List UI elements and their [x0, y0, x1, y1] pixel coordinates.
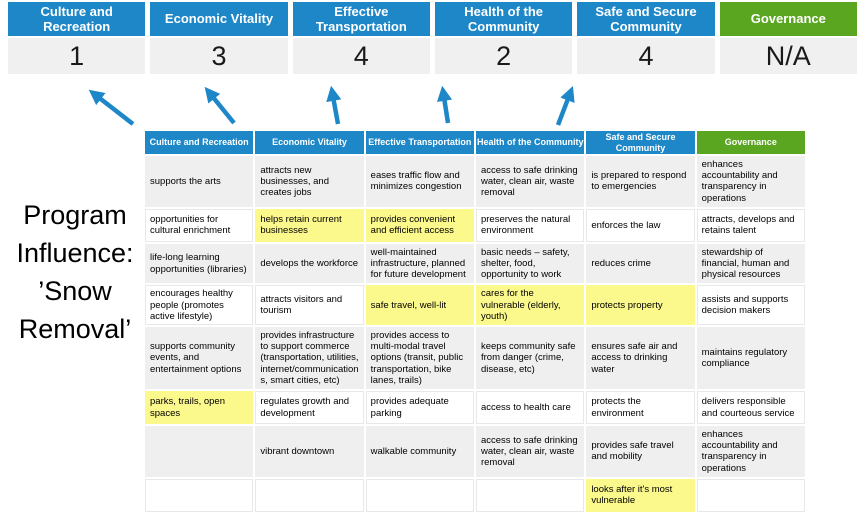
- matrix-cell: attracts, develops and retains talent: [696, 208, 805, 242]
- matrix-header-row: Culture and Recreation Economic Vitality E…: [145, 131, 805, 154]
- matrix-cell: maintains regulatory compliance: [696, 327, 805, 390]
- score-box-governance: Governance N/A: [719, 2, 857, 74]
- matrix-cell-highlighted: looks after it's most vulnerable: [586, 478, 695, 512]
- matrix-cell: enhances accountability and transparency…: [696, 156, 805, 207]
- score-header-label: Health of the Community: [434, 2, 573, 36]
- matrix-cell-highlighted: provides infrastructure to support comme…: [255, 327, 364, 390]
- matrix-cell: vibrant downtown: [255, 426, 364, 477]
- score-value: 4: [577, 38, 715, 74]
- matrix-header-3: Effective Transportation: [365, 131, 474, 154]
- score-box-effective-transportation: Effective Transportation 4: [292, 2, 430, 74]
- score-header-label: Effective Transportation: [292, 2, 430, 36]
- matrix-cell: develops the workforce: [255, 243, 364, 284]
- arrow-safe-secure-community-icon: [555, 85, 575, 126]
- program-title-line: Removal’: [18, 314, 132, 344]
- score-value: N/A: [719, 38, 857, 74]
- matrix-cell-highlighted: provides safe travel and mobility: [586, 426, 695, 477]
- matrix-cell: attracts visitors and tourism: [255, 285, 364, 326]
- matrix-cell: supports the arts: [145, 156, 254, 207]
- matrix-cell: life-long learning opportunities (librar…: [145, 243, 254, 284]
- matrix-row-3: life-long learning opportunities (librar…: [145, 243, 805, 284]
- matrix-header-5: Safe and Secure Community: [586, 131, 695, 154]
- matrix-cell: [696, 478, 805, 512]
- score-value: 2: [434, 38, 573, 74]
- matrix-row-8: looks after it's most vulnerable: [145, 478, 805, 512]
- score-value: 1: [8, 38, 146, 74]
- matrix-cell: ensures safe air and access to drinking …: [586, 327, 695, 390]
- score-value: 3: [150, 38, 288, 74]
- matrix-header-4: Health of the Community: [475, 131, 585, 154]
- score-header-label: Governance: [719, 2, 857, 36]
- matrix-cell: [365, 478, 474, 512]
- matrix-cell: delivers responsible and courteous servi…: [696, 391, 805, 425]
- matrix-cell-highlighted: basic needs – safety, shelter, food, opp…: [475, 243, 585, 284]
- matrix-cell: preserves the natural environment: [475, 208, 585, 242]
- score-box-health-community: Health of the Community 2: [434, 2, 573, 74]
- scoreboard: Culture and Recreation 1 Economic Vitali…: [8, 2, 857, 74]
- matrix-cell: enhances accountability and transparency…: [696, 426, 805, 477]
- arrow-economic-vitality-icon: [204, 86, 236, 125]
- matrix-cell: enforces the law: [586, 208, 695, 242]
- score-box-safe-secure-community: Safe and Secure Community 4: [577, 2, 715, 74]
- matrix-cell: assists and supports decision makers: [696, 285, 805, 326]
- arrow-culture-recreation-icon: [88, 89, 135, 126]
- matrix-row-5: supports community events, and entertain…: [145, 327, 805, 390]
- matrix-cell-highlighted: provides convenient and efficient access: [365, 208, 474, 242]
- matrix-cell: opportunities for cultural enrichment: [145, 208, 254, 242]
- matrix-row-4: encourages healthy people (promotes acti…: [145, 285, 805, 326]
- matrix-cell: walkable community: [365, 426, 474, 477]
- matrix-cell: regulates growth and development: [255, 391, 364, 425]
- matrix-cell-highlighted: protects property: [586, 285, 695, 326]
- score-header-label: Economic Vitality: [150, 2, 288, 36]
- matrix-cell-highlighted: provides access to multi-modal travel op…: [365, 327, 474, 390]
- matrix-cell: provides adequate parking: [365, 391, 474, 425]
- matrix-cell: [145, 426, 254, 477]
- influence-matrix-table: Culture and Recreation Economic Vitality E…: [143, 129, 807, 514]
- matrix-cell-highlighted: cares for the vulnerable (elderly, youth…: [475, 285, 585, 326]
- matrix-cell: [475, 478, 585, 512]
- matrix-cell: [145, 478, 254, 512]
- program-title-line: ’Snow: [38, 276, 112, 306]
- program-title-line: Program: [23, 200, 127, 230]
- matrix-cell-highlighted: parks, trails, open spaces: [145, 391, 254, 425]
- matrix-cell-highlighted: helps retain current businesses: [255, 208, 364, 242]
- matrix-row-7: vibrant downtown walkable community access…: [145, 426, 805, 477]
- matrix-header-2: Economic Vitality: [255, 131, 364, 154]
- score-header-label: Culture and Recreation: [8, 2, 146, 36]
- program-title: Program Influence: ’Snow Removal’: [0, 196, 150, 348]
- matrix-cell-highlighted: is prepared to respond to emergencies: [586, 156, 695, 207]
- arrow-effective-transportation-icon: [326, 85, 342, 125]
- score-value: 4: [292, 38, 430, 74]
- matrix-cell: attracts new businesses, and creates job…: [255, 156, 364, 207]
- matrix-row-6: parks, trails, open spaces regulates grow…: [145, 391, 805, 425]
- matrix-cell: stewardship of financial, human and phys…: [696, 243, 805, 284]
- matrix-row-1: supports the arts attracts new businesses…: [145, 156, 805, 207]
- matrix-cell: reduces crime: [586, 243, 695, 284]
- matrix-cell: access to safe drinking water, clean air…: [475, 426, 585, 477]
- matrix-cell-highlighted: keeps community safe from danger (crime,…: [475, 327, 585, 390]
- matrix-row-2: opportunities for cultural enrichment hel…: [145, 208, 805, 242]
- matrix-cell: protects the environment: [586, 391, 695, 425]
- score-box-culture-recreation: Culture and Recreation 1: [8, 2, 146, 74]
- matrix-cell: access to health care: [475, 391, 585, 425]
- arrow-health-community-icon: [436, 85, 453, 124]
- matrix-cell: supports community events, and entertain…: [145, 327, 254, 390]
- matrix-header-1: Culture and Recreation: [145, 131, 254, 154]
- matrix-header-6: Governance: [696, 131, 805, 154]
- score-header-label: Safe and Secure Community: [577, 2, 715, 36]
- influence-arrows: [88, 85, 575, 126]
- matrix-cell-highlighted: safe travel, well-lit: [365, 285, 474, 326]
- matrix-body: supports the arts attracts new businesses…: [145, 156, 805, 512]
- matrix-cell-highlighted: eases traffic flow and minimizes congest…: [365, 156, 474, 207]
- score-box-economic-vitality: Economic Vitality 3: [150, 2, 288, 74]
- matrix-cell: access to safe drinking water, clean air…: [475, 156, 585, 207]
- matrix-cell: well-maintained infrastructure, planned …: [365, 243, 474, 284]
- matrix-cell: encourages healthy people (promotes acti…: [145, 285, 254, 326]
- matrix-cell: [255, 478, 364, 512]
- program-title-line: Influence:: [16, 238, 134, 268]
